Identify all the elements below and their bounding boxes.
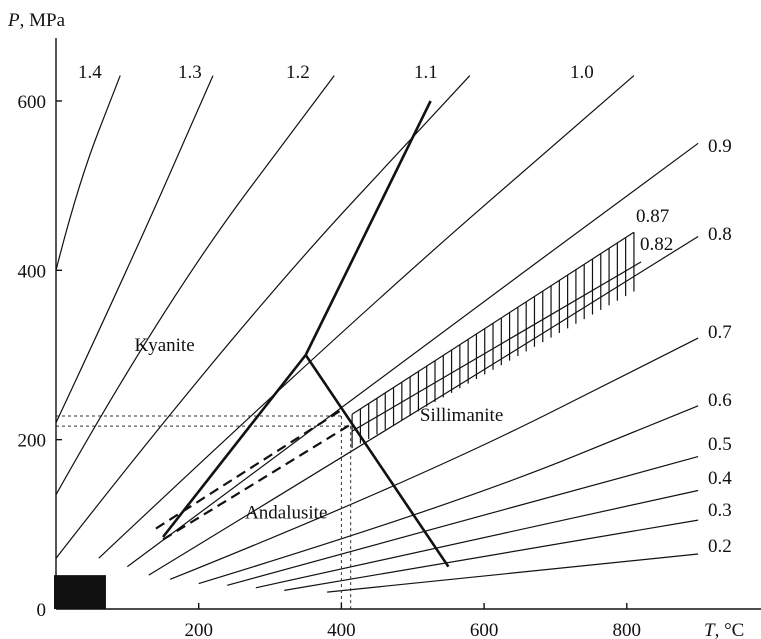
isoline-label: 1.0 bbox=[570, 62, 594, 83]
isoline-0-6 bbox=[198, 405, 699, 585]
isoline-0-5 bbox=[227, 456, 699, 586]
isoline-label: 0.7 bbox=[708, 322, 732, 343]
isoline-1-2 bbox=[56, 75, 335, 495]
region-label: Kyanite bbox=[134, 335, 194, 356]
isoline-1-0 bbox=[98, 75, 635, 559]
isoline-0-3 bbox=[284, 519, 699, 591]
isoline-label: 0.3 bbox=[708, 500, 732, 521]
isoline-label: 1.2 bbox=[286, 62, 310, 83]
y-tick-label: 400 bbox=[18, 261, 47, 282]
isoline-0-9 bbox=[126, 142, 699, 568]
x-tick-label: 600 bbox=[470, 620, 499, 639]
x-tick-label: 800 bbox=[613, 620, 642, 639]
isoline-label: 0.9 bbox=[708, 136, 732, 157]
isoline-1-3 bbox=[56, 75, 214, 423]
band-lower-label: 0.82 bbox=[640, 234, 673, 255]
isoline-1-4 bbox=[56, 75, 121, 271]
phase-boundary bbox=[161, 354, 307, 538]
isoline-label: 0.5 bbox=[708, 434, 732, 455]
x-tick-label: 200 bbox=[184, 620, 213, 639]
isoline-label: 0.8 bbox=[708, 224, 732, 245]
isoline-0-4 bbox=[255, 489, 699, 589]
isoline-0-2 bbox=[327, 553, 699, 593]
phase-boundary bbox=[304, 100, 432, 356]
band-upper-label: 0.87 bbox=[636, 206, 669, 227]
isoline-label: 0.4 bbox=[708, 468, 732, 489]
isoline-label: 0.2 bbox=[708, 536, 732, 557]
region-label: Andalusite bbox=[245, 502, 327, 523]
isoline-label: 1.1 bbox=[414, 62, 438, 83]
isoline-label: 0.6 bbox=[708, 390, 732, 411]
y-axis-label: P, MPa bbox=[7, 10, 66, 31]
isoline-label: 1.3 bbox=[178, 62, 202, 83]
x-tick-label: 400 bbox=[327, 620, 356, 639]
isoline-1-1 bbox=[56, 75, 471, 559]
isoline-label: 1.4 bbox=[78, 62, 102, 83]
black-box bbox=[54, 575, 106, 609]
isoline-0-7 bbox=[169, 337, 699, 580]
phase-boundary bbox=[304, 354, 450, 568]
y-tick-label: 600 bbox=[18, 92, 47, 113]
dashed-line bbox=[155, 409, 342, 530]
y-tick-label: 200 bbox=[18, 431, 47, 452]
region-label: Sillimanite bbox=[420, 405, 503, 426]
y-tick-label: 0 bbox=[37, 600, 47, 621]
x-axis-label: T, °C bbox=[704, 620, 744, 639]
dashed-line bbox=[162, 423, 352, 541]
